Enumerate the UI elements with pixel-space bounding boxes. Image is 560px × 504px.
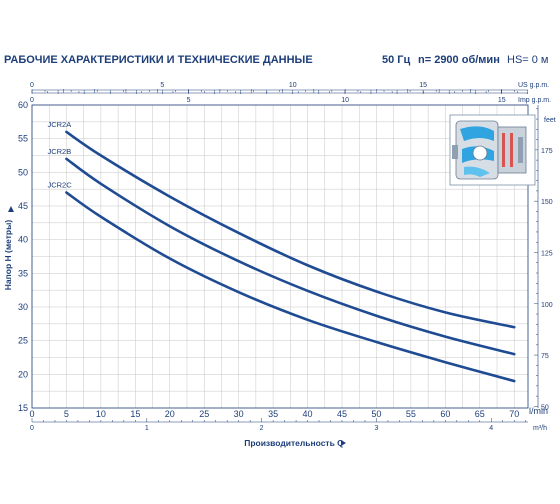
- x-axis-arrow-icon: [341, 440, 346, 446]
- suction-height-label: HS= 0 м: [507, 54, 549, 66]
- gpm-unit-label: Imp g.p.m.: [518, 97, 551, 104]
- m3h-tick-label: 3: [374, 425, 378, 432]
- feet-tick-label: 175: [541, 148, 553, 155]
- gpm-unit-label: US g.p.m.: [518, 82, 549, 89]
- x-tick-label: 5: [64, 409, 69, 419]
- y-axis-arrow-icon: [8, 206, 14, 212]
- curve-label-jcr2b: JCR2B: [47, 147, 71, 156]
- gpm-tick-label: 15: [419, 82, 427, 89]
- curve-jcr2c: [65, 191, 516, 383]
- y-tick-label: 40: [18, 235, 28, 245]
- y-tick-label: 30: [18, 302, 28, 312]
- gpm-tick-label: 10: [289, 82, 297, 89]
- feet-tick-label: 50: [541, 404, 549, 411]
- curves: JCR2A JCR2B JCR2C: [47, 120, 516, 383]
- gpm-tick-label: 5: [187, 97, 191, 104]
- left-axis: 15 20 25 30 35 40 45 50 55 60: [18, 100, 28, 413]
- m3h-tick-label: 1: [145, 425, 149, 432]
- x-tick-label: 70: [509, 409, 519, 419]
- x-tick-label: 35: [268, 409, 278, 419]
- bottom-axes: 0 5 10 15 20 25 30 35 40 45 50 55 60 65 70 0 1 2 3 4 m³/h: [29, 409, 547, 432]
- gpm-tick-label: 0: [30, 97, 34, 104]
- top-axes: 0 5 10 15 US g.p.m. 0 5 10 15 Imp g.p.m.: [30, 82, 551, 104]
- feet-tick-label: 75: [541, 353, 549, 360]
- grid: [31, 104, 528, 409]
- y-tick-label: 55: [18, 134, 28, 144]
- y-tick-label: 15: [18, 403, 28, 413]
- y-tick-label: 20: [18, 369, 28, 379]
- curve-label-jcr2a: JCR2A: [47, 120, 71, 129]
- x-tick-label: 65: [475, 409, 485, 419]
- gpm-tick-label: 5: [160, 82, 164, 89]
- x-tick-label: 10: [96, 409, 106, 419]
- feet-tick-label: 150: [541, 199, 553, 206]
- x-tick-label: 40: [303, 409, 313, 419]
- feet-tick-label: 125: [541, 250, 553, 257]
- x-tick-label: 0: [29, 409, 34, 419]
- x-axis-unit: l/min: [529, 406, 548, 416]
- x-tick-label: 45: [337, 409, 347, 419]
- chart-title: РАБОЧИЕ ХАРАКТЕРИСТИКИ И ТЕХНИЧЕСКИЕ ДАН…: [4, 54, 313, 66]
- feet-tick-label: 100: [541, 302, 553, 309]
- gpm-tick-label: 10: [341, 97, 349, 104]
- feet-unit-label: feet: [544, 117, 556, 124]
- x-axis-title: Производительность Q: [244, 438, 344, 448]
- gpm-tick-label: 15: [498, 97, 506, 104]
- plot-frame: [31, 104, 529, 409]
- x-tick-label: 50: [371, 409, 381, 419]
- y-tick-label: 50: [18, 167, 28, 177]
- curve-label-jcr2c: JCR2C: [47, 181, 72, 190]
- curve-jcr2a: [65, 130, 516, 329]
- pump-cross-section-icon: [449, 114, 536, 186]
- y-tick-label: 60: [18, 100, 28, 110]
- curve-jcr2b: [65, 157, 516, 356]
- m3h-tick-label: 2: [260, 425, 264, 432]
- m3h-unit-label: m³/h: [533, 425, 547, 432]
- speed-label: n= 2900 об/мин: [418, 54, 500, 66]
- gpm-tick-label: 0: [30, 82, 34, 89]
- y-tick-label: 45: [18, 201, 28, 211]
- m3h-tick-label: 0: [30, 425, 34, 432]
- x-tick-label: 25: [199, 409, 209, 419]
- right-axis: 50 75 100 125 150 175 feet: [534, 105, 556, 411]
- x-tick-label: 60: [440, 409, 450, 419]
- y-axis-title: Напор H (метры): [3, 220, 13, 291]
- x-tick-label: 55: [406, 409, 416, 419]
- y-tick-label: 25: [18, 336, 28, 346]
- x-tick-label: 30: [234, 409, 244, 419]
- x-tick-label: 15: [130, 409, 140, 419]
- x-tick-label: 20: [165, 409, 175, 419]
- m3h-tick-label: 4: [489, 425, 493, 432]
- y-tick-label: 35: [18, 268, 28, 278]
- frequency-label: 50 Гц: [382, 54, 411, 66]
